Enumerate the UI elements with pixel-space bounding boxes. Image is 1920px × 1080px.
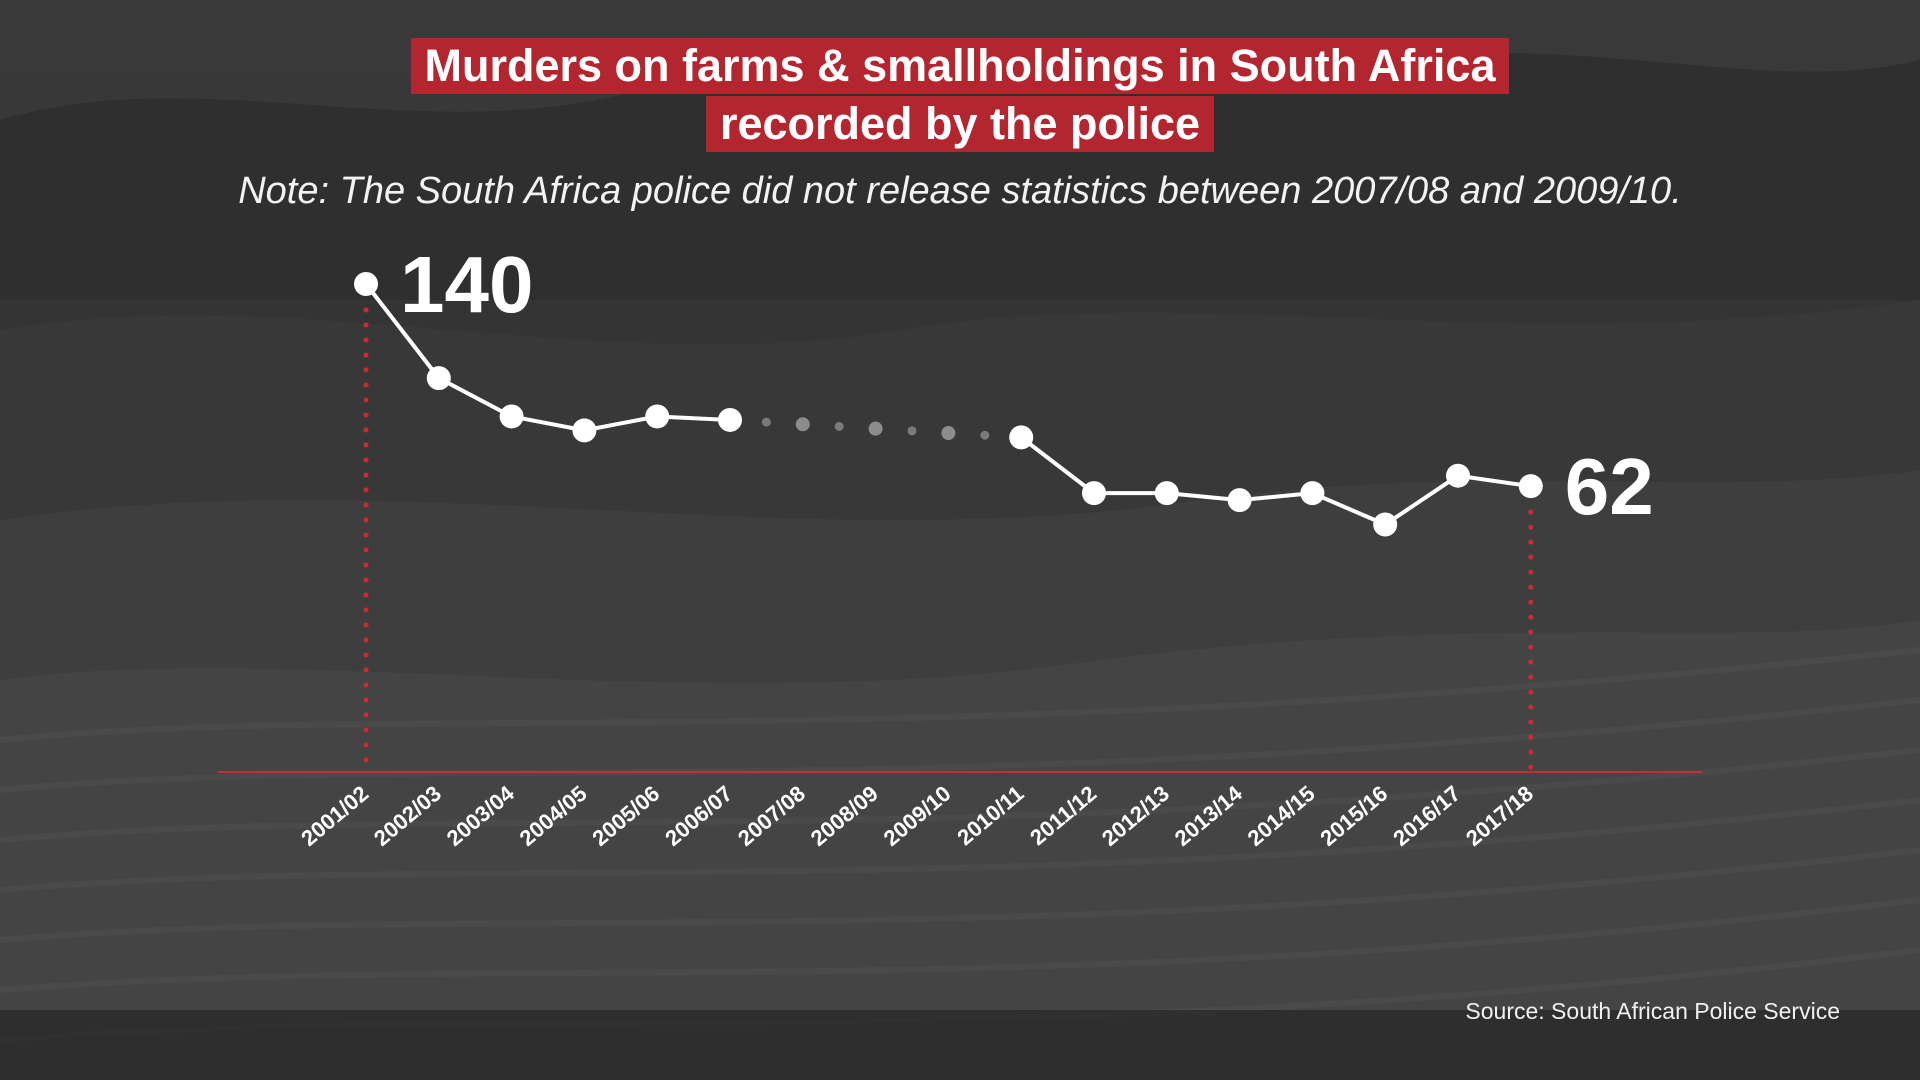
x-tick-label-2002-03: 2002/03 — [369, 781, 446, 851]
data-point-2013-14 — [1227, 488, 1252, 513]
data-point-2006-07 — [718, 407, 742, 432]
source-credit: Source: South African Police Service — [1465, 998, 1840, 1024]
title-line-2-wrap: recorded by the police — [0, 96, 1920, 152]
x-tick-label-2014-15: 2014/15 — [1243, 781, 1320, 851]
data-point-2010-11 — [1009, 425, 1034, 450]
x-tick-label-2006-07: 2006/07 — [660, 781, 737, 851]
x-tick-label-2012-13: 2012/13 — [1097, 781, 1174, 851]
x-tick-label-2003-04: 2003/04 — [442, 780, 520, 851]
gap-dot-7 — [980, 430, 990, 440]
gap-dot-4 — [868, 421, 883, 436]
data-point-2002-03 — [426, 366, 451, 391]
data-point-2015-16 — [1373, 512, 1398, 537]
x-tick-label-2015-16: 2015/16 — [1315, 781, 1392, 851]
data-point-2004-05 — [572, 418, 597, 443]
data-point-2003-04 — [499, 404, 524, 429]
series-line-segment-1 — [364, 282, 731, 433]
gap-dot-3 — [834, 421, 844, 431]
title-line-1-wrap: Murders on farms & smallholdings in Sout… — [0, 38, 1920, 94]
data-point-2016-17 — [1446, 463, 1470, 488]
x-tick-label-2007-08: 2007/08 — [733, 781, 810, 851]
chart-title-line-1: Murders on farms & smallholdings in Sout… — [410, 38, 1510, 94]
data-point-2001-02 — [354, 272, 378, 296]
gap-dot-1 — [761, 417, 771, 427]
x-tick-label-2013-14: 2013/14 — [1170, 780, 1248, 851]
x-tick-label-2009-10: 2009/10 — [879, 781, 956, 851]
data-label-2017-18: 62 — [1565, 442, 1654, 531]
gap-dot-6 — [941, 426, 956, 441]
data-point-2011-12 — [1082, 481, 1106, 506]
x-tick-label-2016-17: 2016/17 — [1388, 781, 1465, 851]
gap-dot-2 — [795, 417, 810, 432]
data-label-2001-02: 140 — [400, 240, 533, 329]
x-tick-label-2010-11: 2010/11 — [952, 781, 1028, 850]
x-tick-label-2005-06: 2005/06 — [587, 781, 664, 851]
x-tick-label-2011-12: 2011/12 — [1025, 781, 1101, 850]
data-point-2005-06 — [645, 404, 670, 429]
data-point-2012-13 — [1154, 481, 1179, 506]
x-tick-label-2017-18: 2017/18 — [1461, 781, 1538, 851]
series-line-segment-2 — [1019, 435, 1532, 527]
data-point-2014-15 — [1300, 481, 1325, 506]
x-tick-label-2004-05: 2004/05 — [515, 781, 592, 851]
data-point-2017-18 — [1518, 474, 1543, 499]
x-tick-label-2001-02: 2001/02 — [296, 781, 373, 851]
chart-title-line-2: recorded by the police — [705, 96, 1215, 152]
x-tick-label-2008-09: 2008/09 — [806, 781, 883, 851]
gap-dot-5 — [907, 426, 917, 436]
chart-note: Note: The South Africa police did not re… — [238, 170, 1682, 212]
